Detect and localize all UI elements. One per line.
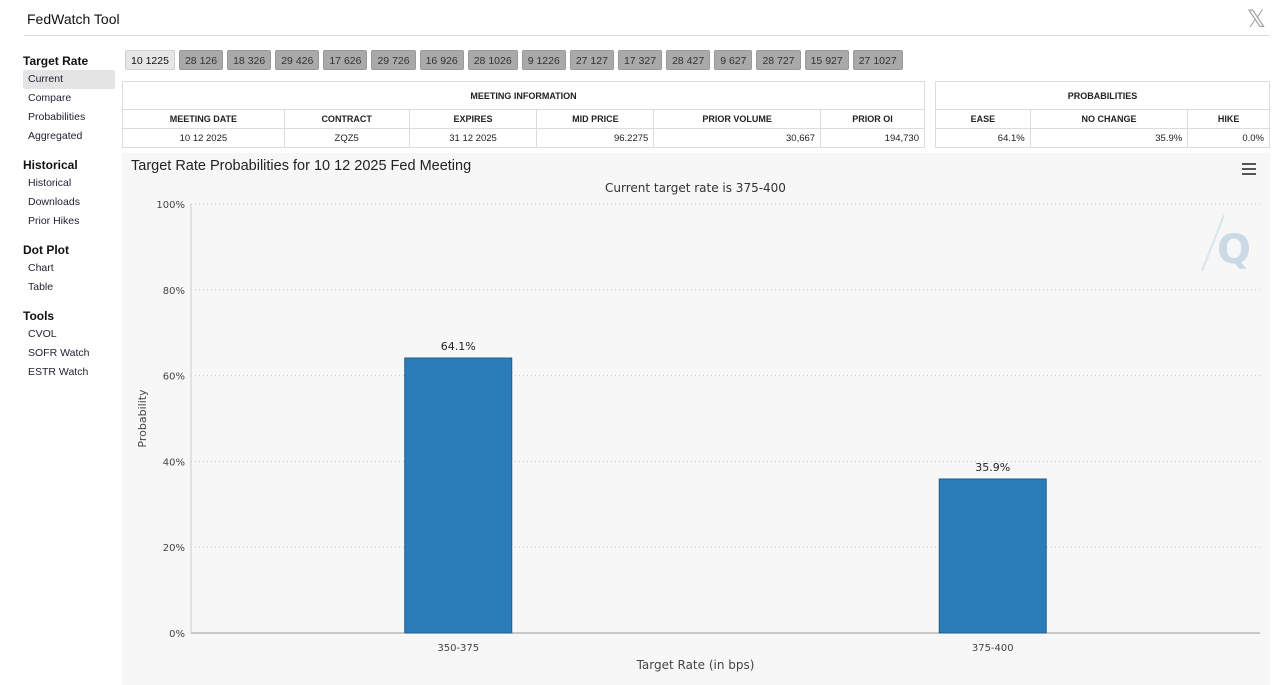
col-contract: CONTRACT: [283, 109, 410, 129]
sidebar-item-current[interactable]: Current: [23, 70, 115, 89]
sidebar-item-cvol[interactable]: CVOL: [28, 328, 57, 340]
meeting-tab[interactable]: 28 727: [756, 50, 801, 70]
col-ease: EASE: [935, 109, 1031, 129]
meeting-tab[interactable]: 28 427: [666, 50, 711, 70]
app-header: FedWatch Tool 𝕏: [24, 4, 1270, 36]
bar-data-label: 35.9%: [975, 461, 1010, 474]
sidebar: Target Rate Current Compare Probabilities Ag…: [23, 48, 115, 388]
watermark-stroke: [1201, 214, 1225, 272]
probabilities-heading: PROBABILITIES: [935, 81, 1270, 110]
chart-menu-icon[interactable]: [1242, 163, 1256, 175]
meeting-tab[interactable]: 9 1226: [521, 50, 566, 70]
col-no-change: NO CHANGE: [1029, 109, 1189, 129]
meeting-tab[interactable]: 17 327: [617, 50, 663, 70]
chart-subtitle: Current target rate is 375-400: [605, 181, 786, 195]
bar-350-375: [404, 357, 513, 634]
sidebar-section-title: Tools: [23, 309, 55, 323]
y-tick-label: 0%: [169, 629, 185, 640]
y-tick-label: 100%: [156, 200, 185, 211]
sidebar-item-probabilities[interactable]: Probabilities: [28, 111, 86, 123]
sidebar-section-title: Dot Plot: [23, 243, 69, 257]
meeting-tab[interactable]: 10 1225: [125, 50, 175, 70]
col-expires: EXPIRES: [408, 109, 538, 129]
y-tick-label: 80%: [163, 286, 185, 297]
meeting-date-tabs: 10 1225 28 126 18 326 29 426 17 626 29 726 16 …: [125, 50, 903, 70]
x-axis-title: Target Rate (in bps): [636, 658, 755, 672]
probabilities-table: PROBABILITIES EASE NO CHANGE HIKE 64.1% …: [935, 81, 1270, 148]
probability-bar-chart: Current target rate is 375-400 Q 0% 20% 40% 6…: [136, 181, 1260, 672]
meeting-tab[interactable]: 27 1027: [852, 50, 903, 70]
meeting-tab[interactable]: 28 126: [178, 50, 224, 70]
sidebar-item-prior-hikes[interactable]: Prior Hikes: [28, 215, 80, 227]
contract-value: ZQZ5: [283, 128, 410, 148]
y-tick-label: 60%: [163, 372, 185, 383]
meeting-tab[interactable]: 29 426: [275, 50, 320, 70]
meeting-tab[interactable]: 18 326: [227, 50, 272, 70]
y-tick-label: 40%: [163, 457, 185, 468]
chart-panel: Current target rate is 375-400 Q 0% 20% 40% 6…: [122, 153, 1270, 685]
col-hike: HIKE: [1187, 109, 1270, 129]
col-meeting-date: MEETING DATE: [122, 109, 285, 129]
sidebar-item-aggregated[interactable]: Aggregated: [28, 130, 83, 142]
meeting-tab[interactable]: 16 926: [419, 50, 464, 70]
meeting-date-value: 10 12 2025: [122, 128, 285, 148]
col-mid-price: MID PRICE: [536, 109, 655, 129]
prior-oi-value: 194,730: [820, 128, 925, 148]
mid-price-value: 96.2275: [536, 128, 655, 148]
sidebar-item-sofr-watch[interactable]: SOFR Watch: [28, 347, 90, 359]
meeting-tab[interactable]: 15 927: [804, 50, 849, 70]
sidebar-item-historical[interactable]: Historical: [28, 177, 72, 189]
meeting-tab[interactable]: 17 626: [323, 50, 368, 70]
y-axis-title: Probability: [136, 389, 149, 448]
col-prior-volume: PRIOR VOLUME: [653, 109, 822, 129]
bar-data-label: 64.1%: [441, 340, 476, 353]
sidebar-item-estr-watch[interactable]: ESTR Watch: [28, 366, 89, 378]
watermark-logo: Q: [1217, 227, 1251, 273]
chart-title: Target Rate Probabilities for 10 12 2025…: [131, 158, 472, 174]
meeting-information-table: MEETING INFORMATION MEETING DATE CONTRAC…: [122, 81, 925, 148]
meeting-tab[interactable]: 28 1026: [467, 50, 518, 70]
sidebar-item-compare[interactable]: Compare: [28, 92, 72, 104]
no-change-value: 35.9%: [1029, 128, 1189, 148]
app-title: FedWatch Tool: [27, 11, 120, 27]
sidebar-item-chart[interactable]: Chart: [28, 262, 54, 274]
sidebar-item-downloads[interactable]: Downloads: [28, 196, 80, 208]
x-tick-label: 375-400: [972, 643, 1014, 654]
ease-value: 64.1%: [935, 128, 1031, 148]
meeting-info-heading: MEETING INFORMATION: [122, 81, 925, 110]
sidebar-item-table[interactable]: Table: [28, 281, 54, 293]
sidebar-section-title: Target Rate: [23, 54, 89, 68]
hike-value: 0.0%: [1187, 128, 1270, 148]
x-logo-icon[interactable]: 𝕏: [1246, 6, 1266, 33]
x-tick-label: 350-375: [437, 643, 479, 654]
prior-volume-value: 30,667: [653, 128, 822, 148]
y-tick-label: 20%: [163, 543, 185, 554]
meeting-tab[interactable]: 27 127: [569, 50, 614, 70]
expires-value: 31 12 2025: [408, 128, 538, 148]
meeting-tab[interactable]: 29 726: [371, 50, 416, 70]
col-prior-oi: PRIOR OI: [820, 109, 925, 129]
sidebar-section-title: Historical: [23, 158, 78, 172]
bar-375-400: [938, 478, 1047, 634]
meeting-tab[interactable]: 9 627: [714, 50, 753, 70]
